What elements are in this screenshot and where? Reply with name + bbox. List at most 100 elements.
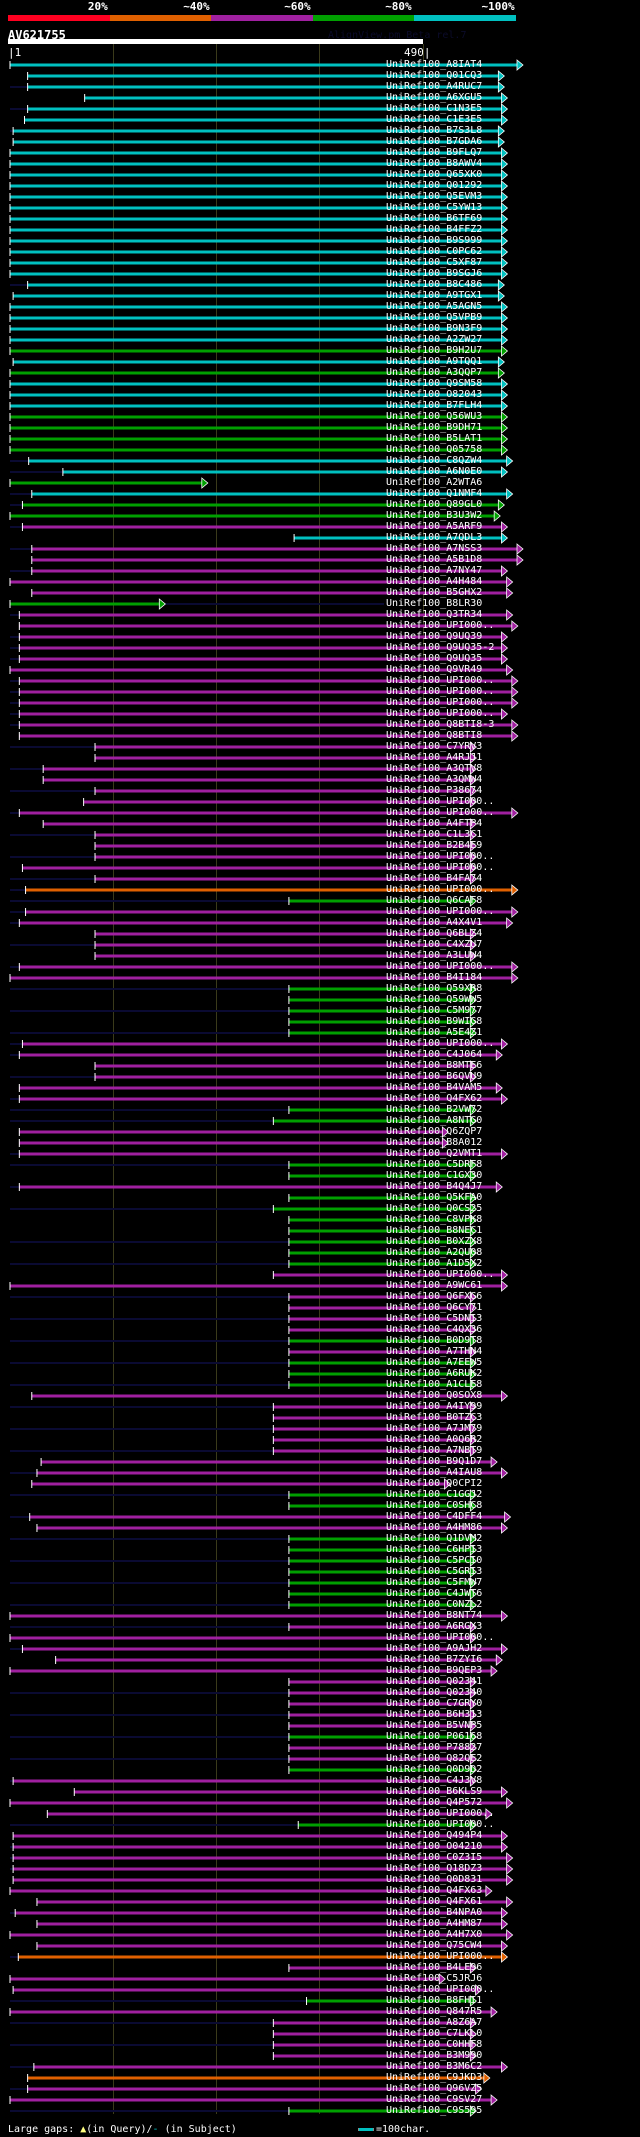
hit-label[interactable]: UniRef100_B8C486: [386, 279, 483, 290]
hit-label[interactable]: UniRef100_Q02341: [386, 1676, 483, 1687]
hit-label[interactable]: UniRef100_A9TQQ1: [386, 356, 483, 367]
hit-label[interactable]: UniRef100_Q6ZQP7: [386, 1126, 483, 1137]
hit-label[interactable]: UniRef100_O04210: [386, 1841, 483, 1852]
hit-label[interactable]: UniRef100_C5FMW7: [386, 1577, 483, 1588]
hit-label[interactable]: UniRef100_UPI000..: [386, 884, 495, 895]
hit-label[interactable]: UniRef100_B5LAT1: [386, 433, 483, 444]
hit-label[interactable]: UniRef100_B9QEP3: [386, 1665, 483, 1676]
hit-label[interactable]: UniRef100_B7S3L8: [386, 125, 483, 136]
hit-label[interactable]: UniRef100_Q0D831: [386, 1874, 483, 1885]
hit-label[interactable]: UniRef100_B6KLS9: [386, 1786, 483, 1797]
hit-label[interactable]: UniRef100_UPI000..: [386, 961, 495, 972]
hit-label[interactable]: UniRef100_A6N0E0: [386, 466, 483, 477]
hit-label[interactable]: UniRef100_B8NT74: [386, 1610, 483, 1621]
hit-label[interactable]: UniRef100_Q4FX63: [386, 1885, 483, 1896]
hit-label[interactable]: UniRef100_A6RUK2: [386, 1368, 483, 1379]
hit-label[interactable]: UniRef100_Q9VR49: [386, 664, 483, 675]
hit-label[interactable]: UniRef100_Q1DVM2: [386, 1533, 483, 1544]
hit-label[interactable]: UniRef100_Q3TR34: [386, 609, 483, 620]
hit-label[interactable]: UniRef100_B5GHX2: [386, 587, 483, 598]
hit-label[interactable]: UniRef100_Q89GL0: [386, 499, 483, 510]
hit-label[interactable]: UniRef100_A4HM86: [386, 1522, 483, 1533]
hit-label[interactable]: UniRef100_B9N3F9: [386, 323, 483, 334]
hit-label[interactable]: UniRef100_Q9SM58: [386, 378, 483, 389]
hit-label[interactable]: UniRef100_Q02340: [386, 1687, 483, 1698]
hit-label[interactable]: UniRef100_Q0CS25: [386, 1203, 483, 1214]
hit-label[interactable]: UniRef100_UPI000..: [386, 708, 495, 719]
hit-label[interactable]: UniRef100_A0Q6R2: [386, 1434, 483, 1445]
hit-label[interactable]: UniRef100_B9WIG8: [386, 1016, 483, 1027]
hit-label[interactable]: UniRef100_C8QZW4: [386, 455, 483, 466]
hit-label[interactable]: UniRef100_B8AWV4: [386, 158, 483, 169]
hit-label[interactable]: UniRef100_O82043: [386, 389, 483, 400]
hit-label[interactable]: UniRef100_UPI000..: [386, 686, 495, 697]
hit-label[interactable]: UniRef100_B6TF69: [386, 213, 483, 224]
hit-label[interactable]: UniRef100_B7FLH4: [386, 400, 483, 411]
hit-label[interactable]: UniRef100_Q5KFA0: [386, 1192, 483, 1203]
hit-label[interactable]: UniRef100_Q96VZ5: [386, 2083, 483, 2094]
hit-label[interactable]: UniRef100_C6HPI3: [386, 1544, 483, 1555]
hit-label[interactable]: UniRef100_A5ARF9: [386, 521, 483, 532]
hit-label[interactable]: UniRef100_C7LKL0: [386, 2028, 483, 2039]
hit-label[interactable]: UniRef100_Q5VPB9: [386, 312, 483, 323]
hit-label[interactable]: UniRef100_A9TGX1: [386, 290, 483, 301]
hit-label[interactable]: UniRef100_A7THN4: [386, 1346, 483, 1357]
hit-label[interactable]: UniRef100_B9Q1D7: [386, 1456, 483, 1467]
hit-label[interactable]: UniRef100_UPI000..: [386, 620, 495, 631]
hit-label[interactable]: UniRef100_Q4FX62: [386, 1093, 483, 1104]
hit-label[interactable]: UniRef100_C0PC62: [386, 246, 483, 257]
hit-label[interactable]: UniRef100_C1E3E5: [386, 114, 483, 125]
hit-label[interactable]: UniRef100_Q0SOX8: [386, 1390, 483, 1401]
hit-label[interactable]: UniRef100_C0Z3I5: [386, 1852, 483, 1863]
hit-label[interactable]: UniRef100_C9SV27: [386, 2094, 483, 2105]
hit-label[interactable]: UniRef100_C5M977: [386, 1005, 483, 1016]
hit-label[interactable]: UniRef100_Q8BTI8-3: [386, 719, 495, 730]
hit-label[interactable]: UniRef100_B3U3W2: [386, 510, 483, 521]
hit-label[interactable]: UniRef100_B4NPA0: [386, 1907, 483, 1918]
hit-label[interactable]: UniRef100_A4H484: [386, 576, 483, 587]
hit-label[interactable]: UniRef100_A8NTG0: [386, 1115, 483, 1126]
hit-label[interactable]: UniRef100_A3QQP7: [386, 367, 483, 378]
hit-label[interactable]: UniRef100_Q4FX61: [386, 1896, 483, 1907]
hit-label[interactable]: UniRef100_A2ZW27: [386, 334, 483, 345]
hit-label[interactable]: UniRef100_B3M990: [386, 2050, 483, 2061]
hit-label[interactable]: UniRef100_UPI000..: [386, 807, 495, 818]
hit-label[interactable]: UniRef100_Q01CQ3: [386, 70, 483, 81]
hit-label[interactable]: UniRef100_A9AJH2: [386, 1643, 483, 1654]
hit-label[interactable]: UniRef100_A4FTP4: [386, 818, 483, 829]
hit-label[interactable]: UniRef100_P38674: [386, 785, 483, 796]
hit-label[interactable]: UniRef100_B0D9T8: [386, 1335, 483, 1346]
hit-label[interactable]: UniRef100_C4QX36: [386, 1324, 483, 1335]
hit-label[interactable]: UniRef100_C1GX30: [386, 1170, 483, 1181]
hit-label[interactable]: UniRef100_B4Q4J7: [386, 1181, 483, 1192]
hit-label[interactable]: UniRef100_Q6CAF8: [386, 895, 483, 906]
hit-label[interactable]: UniRef100_Q0CPI2: [386, 1478, 483, 1489]
hit-label[interactable]: UniRef100_B4FFZ2: [386, 224, 483, 235]
hit-label[interactable]: UniRef100_C4JWT6: [386, 1588, 483, 1599]
hit-label[interactable]: UniRef100_Q9UQ35-2: [386, 642, 495, 653]
hit-label[interactable]: UniRef100_B4VAM5: [386, 1082, 483, 1093]
hit-label[interactable]: UniRef100_UPI000..: [386, 1819, 495, 1830]
hit-label[interactable]: UniRef100_Q82QE2: [386, 1753, 483, 1764]
hit-label[interactable]: UniRef100_Q05758: [386, 444, 483, 455]
hit-label[interactable]: UniRef100_Q6BLZ4: [386, 928, 483, 939]
hit-label[interactable]: UniRef100_B8A012: [386, 1137, 483, 1148]
hit-label[interactable]: UniRef100_UPI000..: [386, 1808, 495, 1819]
hit-label[interactable]: UniRef100_C1L3C1: [386, 829, 483, 840]
hit-label[interactable]: UniRef100_C8VPK8: [386, 1214, 483, 1225]
hit-label[interactable]: UniRef100_C5GRI3: [386, 1566, 483, 1577]
hit-label[interactable]: UniRef100_B2B4E9: [386, 840, 483, 851]
hit-label[interactable]: UniRef100_A9WC61: [386, 1280, 483, 1291]
hit-label[interactable]: UniRef100_C5XF87: [386, 257, 483, 268]
hit-label[interactable]: UniRef100_Q5EVM3: [386, 191, 483, 202]
hit-label[interactable]: UniRef100_C7GRY0: [386, 1698, 483, 1709]
hit-label[interactable]: UniRef100_Q01292: [386, 180, 483, 191]
hit-label[interactable]: UniRef100_P06168: [386, 1731, 483, 1742]
hit-label[interactable]: UniRef100_A4RJJ1: [386, 752, 483, 763]
hit-label[interactable]: UniRef100_UPI000..: [386, 906, 495, 917]
hit-label[interactable]: UniRef100_A4IY99: [386, 1401, 483, 1412]
hit-label[interactable]: UniRef100_Q1NMF4: [386, 488, 483, 499]
hit-label[interactable]: UniRef100_B9SGJ6: [386, 268, 483, 279]
hit-label[interactable]: UniRef100_UPI000..: [386, 697, 495, 708]
hit-label[interactable]: UniRef100_A3QTV8: [386, 763, 483, 774]
